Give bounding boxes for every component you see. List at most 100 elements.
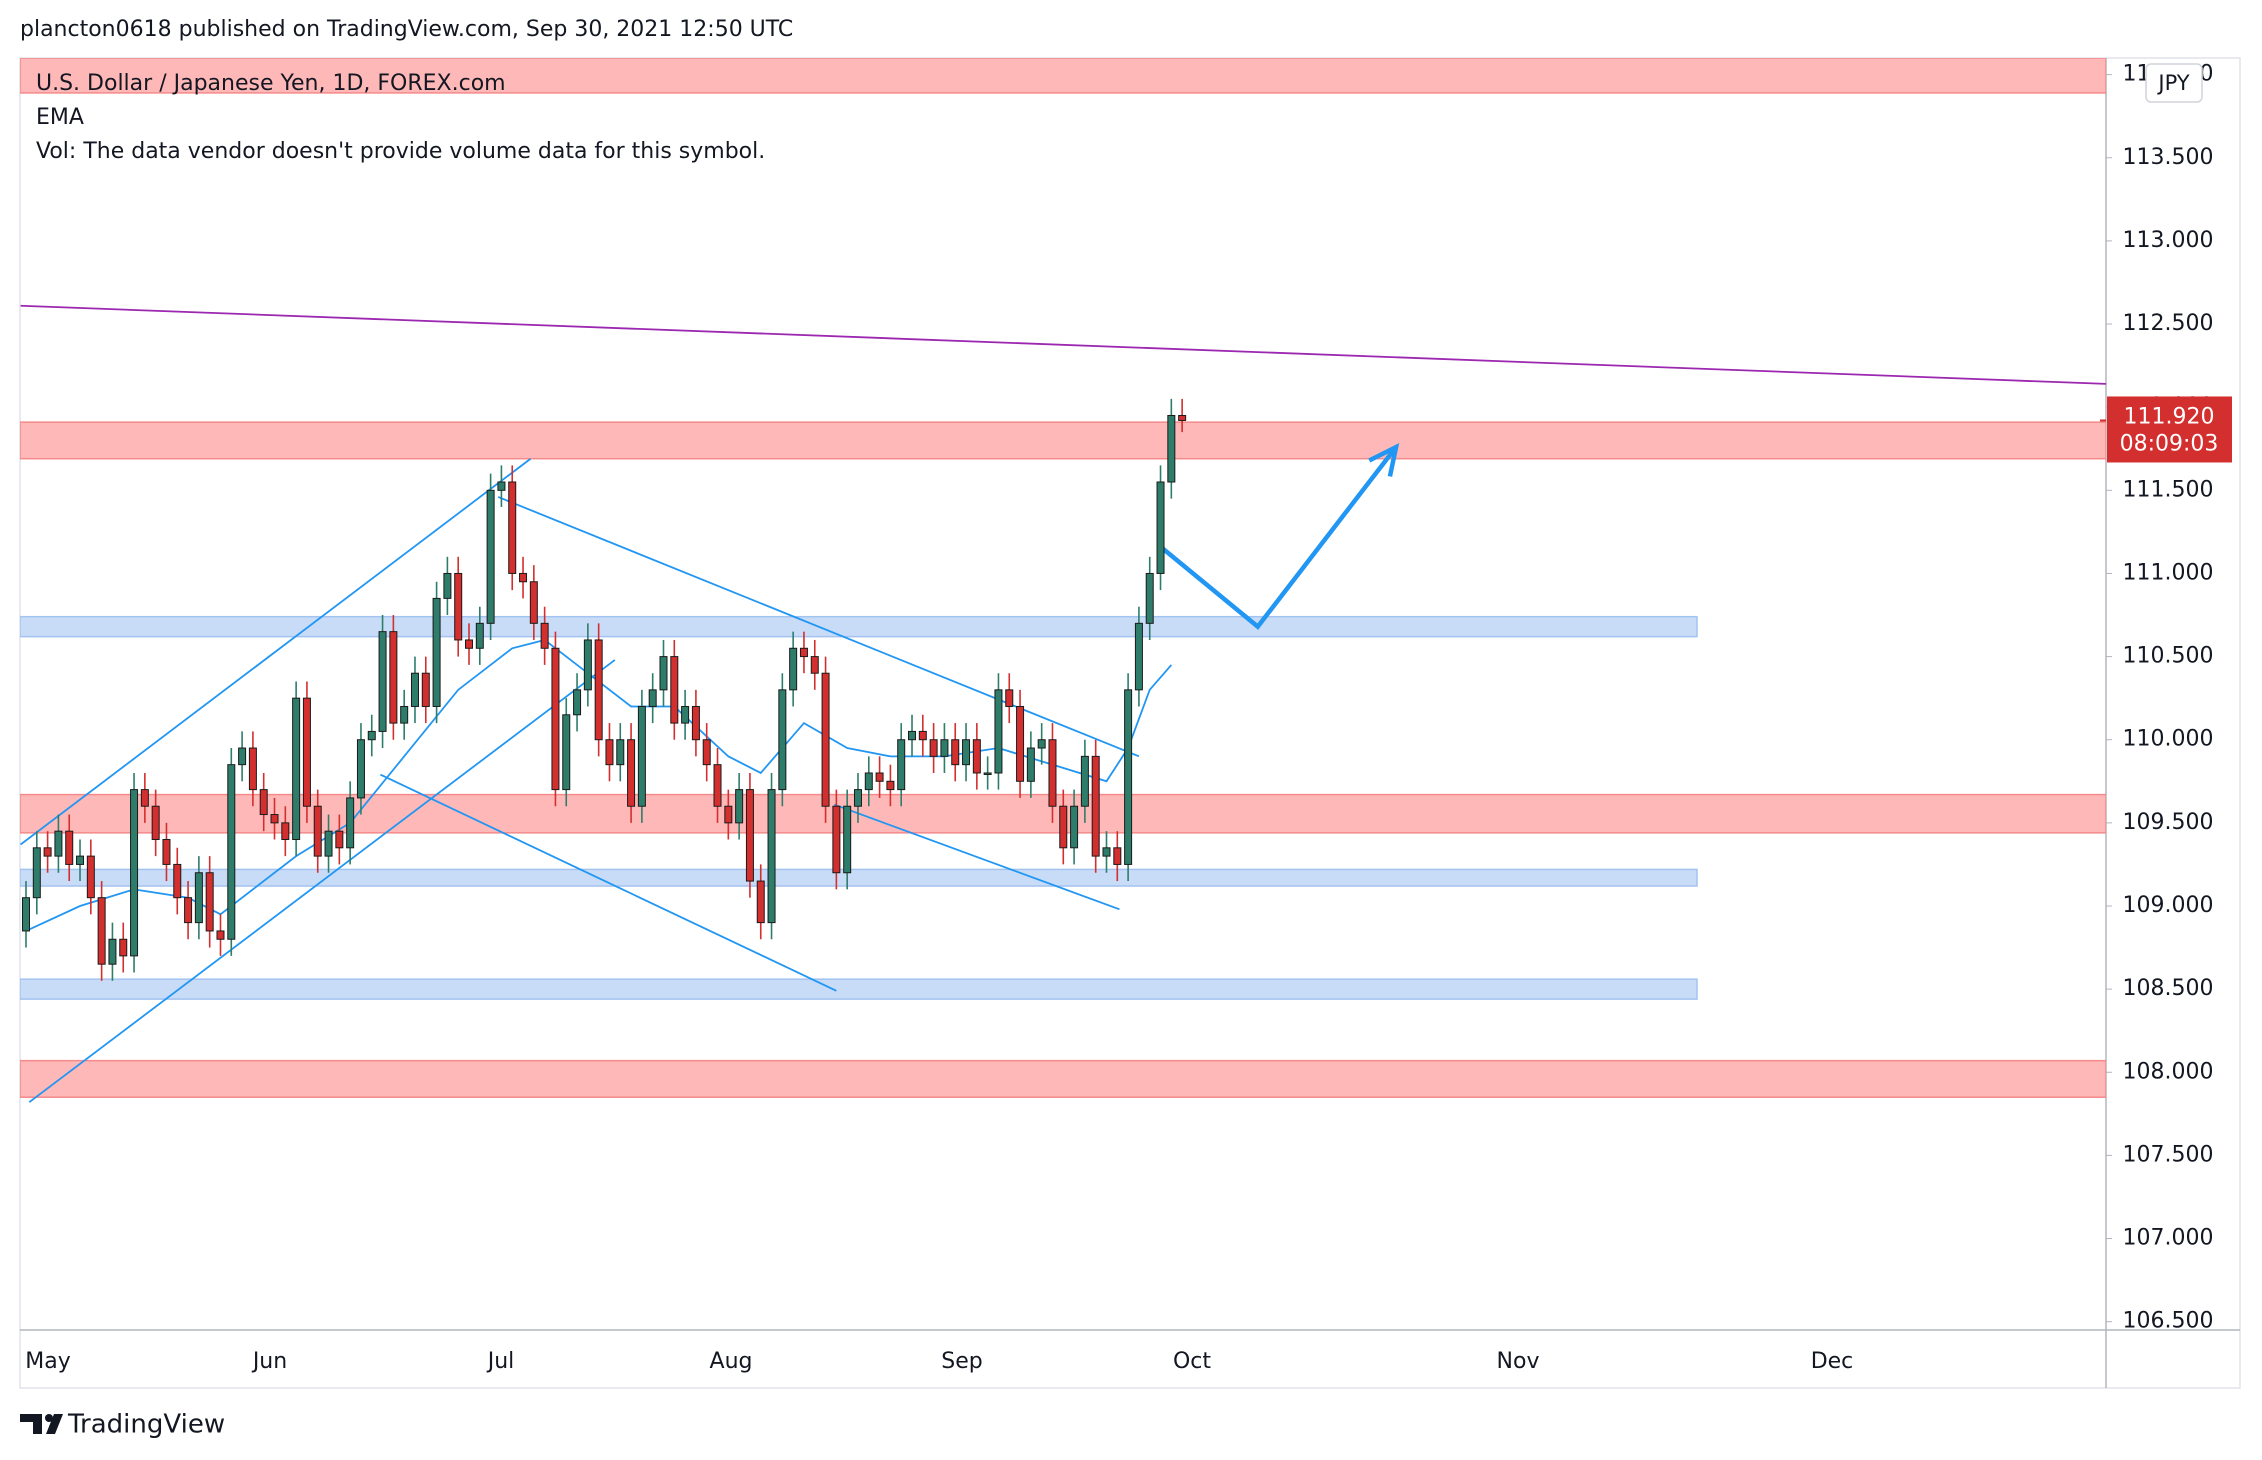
y-tick-label: 109.000 (2123, 893, 2214, 918)
candle-body (918, 730, 927, 741)
candle-body (97, 897, 106, 965)
candle-body (756, 880, 765, 924)
candle-body (65, 830, 74, 865)
trend-line (497, 496, 1140, 758)
axes: 106.500 107.000 107.500 108.000 108.500 109.0… (25, 62, 2232, 1374)
x-tick-label: Jun (251, 1349, 287, 1374)
ema-legend: EMA (36, 105, 84, 130)
candle-body (1005, 689, 1014, 707)
y-tick-label: 106.500 (2123, 1309, 2214, 1334)
candle-body (1026, 747, 1035, 782)
candle-body (475, 622, 484, 649)
candle-body (583, 639, 592, 691)
candle-body (346, 797, 355, 849)
price-zone (20, 978, 1698, 1000)
trend-line (20, 458, 532, 846)
candle-body (238, 747, 247, 766)
y-tick-label: 109.500 (2123, 810, 2214, 835)
candle-body (1134, 622, 1143, 691)
candle-body (54, 830, 63, 857)
currency-badge-text[interactable]: JPY (2156, 71, 2189, 95)
candle-body (367, 730, 376, 741)
candle-body (929, 739, 938, 757)
footer-brand: TradingView (67, 1410, 225, 1440)
candle-body (173, 863, 182, 899)
candle-body (605, 739, 614, 766)
plot-area (20, 58, 2106, 1103)
candle-body (130, 789, 139, 957)
countdown-label: 08:09:03 (2120, 431, 2219, 456)
candle-body (1145, 572, 1154, 624)
candle-body (324, 830, 333, 857)
candle-body (713, 764, 722, 807)
candle-body (1080, 755, 1089, 807)
candle-body (745, 789, 754, 882)
candle-body (1091, 755, 1100, 857)
candle-body (497, 481, 506, 491)
currency-badge-box[interactable] (2145, 63, 2203, 103)
candle-body (886, 780, 895, 791)
candle-body (832, 805, 841, 874)
candle-body (140, 789, 149, 807)
candle-body (940, 739, 949, 757)
candle-body (216, 930, 225, 940)
candle-body (810, 656, 819, 674)
price-zone (20, 421, 2106, 460)
candle-body (108, 938, 117, 965)
candle-body (1070, 805, 1079, 849)
trend-line (20, 304, 2106, 385)
candle-body (292, 697, 301, 840)
candle-body (259, 789, 268, 816)
candle-body (962, 739, 971, 766)
candle-body (540, 622, 549, 649)
candle-body (691, 705, 700, 741)
y-tick-label: 110.000 (2123, 727, 2214, 752)
y-tick-label: 107.000 (2123, 1226, 2214, 1251)
candle-body (529, 581, 538, 624)
symbol-title: U.S. Dollar / Japanese Yen, 1D, FOREX.co… (36, 71, 506, 96)
projection-arrowhead (1368, 442, 1400, 477)
candle-body (735, 789, 744, 824)
candle-body (594, 639, 603, 741)
candle-body (432, 597, 441, 707)
x-tick-label: Nov (1497, 1349, 1540, 1374)
candle-body (897, 739, 906, 791)
candle-body (508, 481, 517, 574)
candle-body (702, 739, 711, 766)
candle-body (400, 705, 409, 724)
candle-body (1016, 705, 1025, 782)
y-tick-label: 111.500 (2123, 477, 2214, 502)
y-tick-label: 111.000 (2123, 560, 2214, 585)
y-tick-label: 113.500 (2123, 145, 2214, 170)
candle-body (951, 739, 960, 766)
candle-body (853, 789, 862, 807)
candle-body (670, 656, 679, 724)
trend-line (833, 803, 1120, 911)
candle-body (1156, 481, 1165, 574)
candle-body (994, 689, 1003, 774)
candle-body (162, 838, 171, 865)
candle-body (43, 847, 52, 857)
candle-body (519, 572, 528, 583)
candle-body (821, 672, 830, 807)
candle-body (843, 805, 852, 874)
candle-body (637, 705, 646, 807)
candle-body (313, 805, 322, 857)
x-tick-label: Jul (486, 1349, 515, 1374)
candle-body (184, 897, 193, 924)
currency-badge[interactable]: JPY (2145, 63, 2203, 103)
trend-line (380, 773, 837, 992)
candle-body (767, 789, 776, 924)
candle-body (76, 855, 85, 865)
x-tick-label: Oct (1173, 1349, 1211, 1374)
candle-body (616, 739, 625, 766)
candle-body (378, 631, 387, 732)
y-tick-label: 112.500 (2123, 311, 2214, 336)
candle-body (627, 739, 636, 807)
candle-body (443, 572, 452, 599)
candle-body (983, 772, 992, 775)
candle-body (681, 705, 690, 724)
price-zone (20, 58, 2106, 94)
price-zone (20, 1059, 2106, 1098)
